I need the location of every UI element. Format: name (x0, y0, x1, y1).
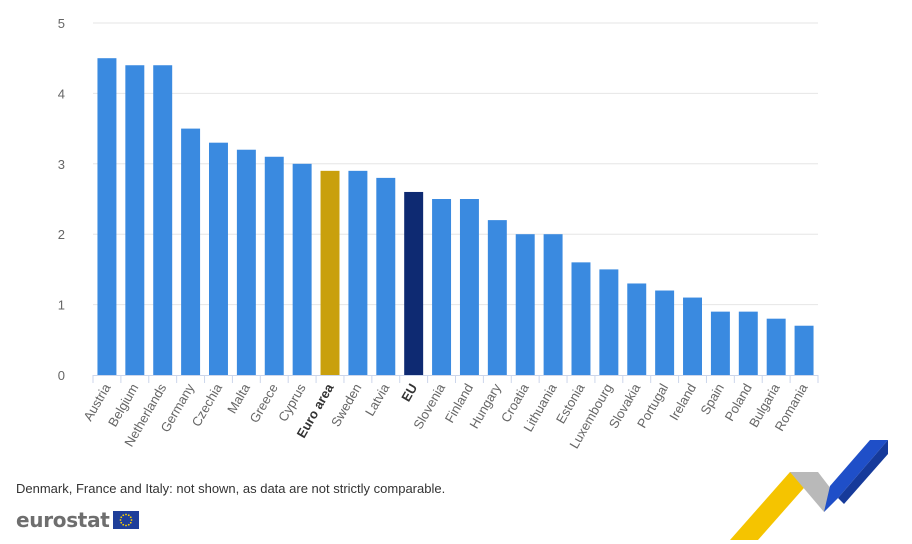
bar-chart: 012345AustriaBelgiumNetherlandsGermanyCz… (58, 16, 819, 451)
deco-blue-stripe-edge (838, 440, 888, 504)
bar-sweden[interactable] (348, 170, 368, 375)
bar-greece[interactable] (264, 156, 284, 375)
x-tick-label: EU (398, 381, 420, 404)
bar-slovenia[interactable] (432, 199, 452, 375)
bar-spain[interactable] (710, 311, 730, 375)
bar-malta[interactable] (236, 149, 256, 375)
bar-euro-area[interactable] (320, 170, 340, 375)
bar-finland[interactable] (459, 199, 479, 375)
bar-austria[interactable] (97, 58, 117, 375)
deco-yellow-stripe (730, 472, 818, 540)
bar-ireland[interactable] (683, 297, 702, 375)
bar-germany[interactable] (181, 128, 201, 375)
footnote: Denmark, France and Italy: not shown, as… (16, 481, 446, 496)
bar-poland[interactable] (738, 311, 758, 375)
bar-croatia[interactable] (515, 234, 535, 375)
y-tick-label: 5 (58, 16, 65, 31)
decorative-chevron-graphic (730, 440, 888, 540)
bar-eu[interactable] (404, 191, 424, 375)
bar-romania[interactable] (794, 325, 814, 375)
logo-text: eurostat (16, 508, 110, 532)
y-tick-label: 1 (58, 298, 65, 313)
x-tick-label: Spain (697, 381, 727, 417)
x-tick-label: Greece (247, 381, 281, 425)
bar-portugal[interactable] (655, 290, 675, 375)
y-tick-label: 2 (58, 227, 65, 242)
bar-latvia[interactable] (376, 177, 396, 375)
bar-hungary[interactable] (487, 220, 507, 375)
x-tick-label: Malta (224, 380, 253, 416)
y-tick-label: 4 (58, 86, 65, 101)
y-tick-label: 3 (58, 157, 65, 172)
x-tick-label: Ireland (666, 381, 699, 423)
bar-bulgaria[interactable] (766, 318, 786, 375)
deco-grey-stripe (790, 472, 838, 512)
bar-cyprus[interactable] (292, 163, 312, 375)
eu-flag-icon (112, 511, 139, 529)
y-tick-label: 0 (58, 368, 65, 383)
bar-slovakia[interactable] (627, 283, 647, 375)
bar-czechia[interactable] (209, 142, 228, 375)
bar-belgium[interactable] (125, 65, 145, 376)
bar-netherlands[interactable] (153, 65, 173, 376)
deco-blue-stripe (824, 440, 888, 512)
eurostat-logo: eurostat (16, 508, 139, 532)
bar-estonia[interactable] (571, 262, 591, 375)
x-tick-label: Latvia (362, 380, 393, 418)
bar-luxembourg[interactable] (599, 269, 619, 375)
bar-lithuania[interactable] (543, 234, 563, 375)
